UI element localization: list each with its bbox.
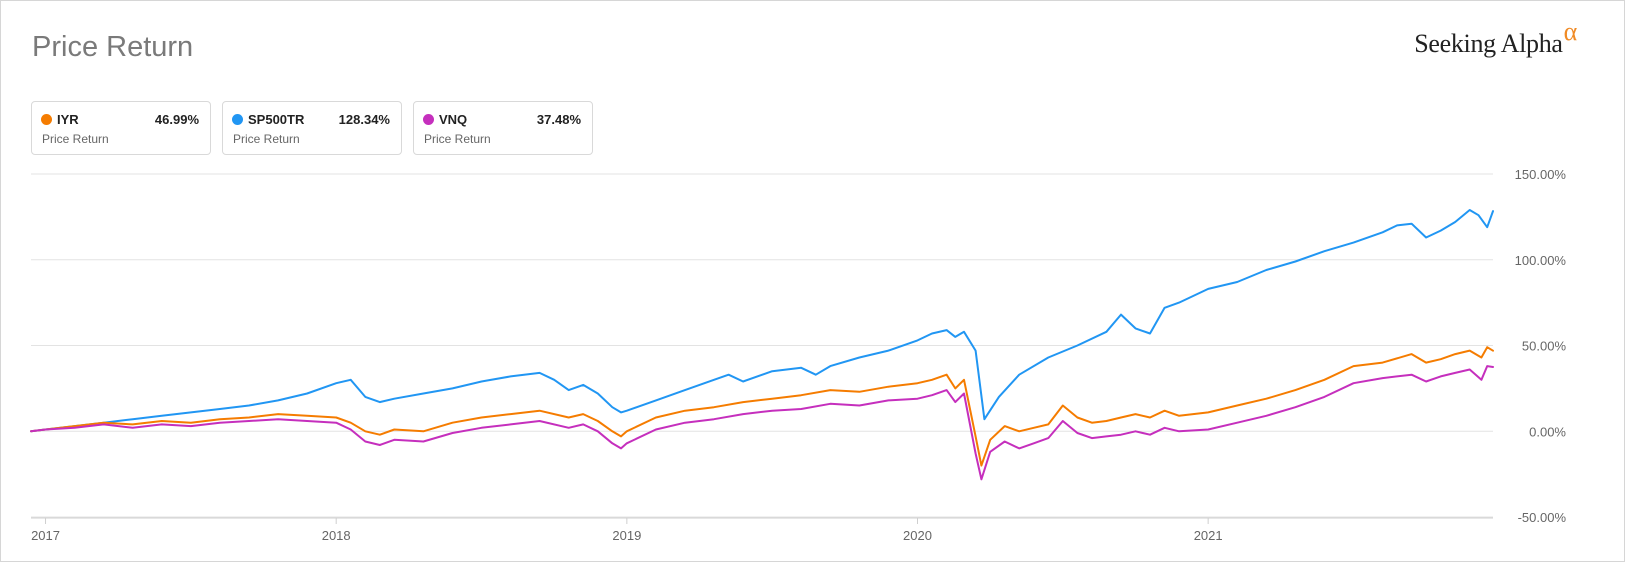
series-line-iyr bbox=[30, 346, 1494, 467]
series-line-vnq bbox=[30, 365, 1494, 481]
legend-dot-icon bbox=[423, 114, 434, 125]
y-tick-label: 100.00% bbox=[1515, 253, 1567, 268]
y-tick-label: 0.00% bbox=[1529, 424, 1566, 439]
x-tick-label: 2019 bbox=[612, 528, 641, 543]
legend-symbol: IYR bbox=[57, 112, 79, 127]
legend-value: 37.48% bbox=[536, 112, 581, 127]
page-title: Price Return bbox=[32, 31, 194, 63]
legend-symbol: SP500TR bbox=[248, 112, 305, 127]
legend-dot-icon bbox=[41, 114, 52, 125]
legend-subtitle: Price Return bbox=[42, 132, 109, 146]
legend-dot-icon bbox=[232, 114, 243, 125]
legend-item-sp500tr[interactable]: SP500TR 128.34% Price Return bbox=[222, 101, 402, 155]
legend-item-vnq[interactable]: VNQ 37.48% Price Return bbox=[413, 101, 593, 155]
legend-item-iyr[interactable]: IYR 46.99% Price Return bbox=[31, 101, 211, 155]
legend-symbol: VNQ bbox=[439, 112, 468, 127]
x-tick-label: 2018 bbox=[322, 528, 351, 543]
legend-value: 46.99% bbox=[154, 112, 199, 127]
y-tick-label: -50.00% bbox=[1518, 510, 1567, 525]
x-tick-label: 2021 bbox=[1194, 528, 1223, 543]
legend-subtitle: Price Return bbox=[233, 132, 300, 146]
legend-value: 128.34% bbox=[338, 112, 390, 127]
alpha-icon: α bbox=[1563, 17, 1578, 46]
brand-logo: Seeking Alphaα bbox=[1414, 17, 1577, 59]
brand-name: Seeking Alpha bbox=[1414, 29, 1563, 58]
series-line-sp500tr bbox=[30, 209, 1494, 433]
y-tick-label: 50.00% bbox=[1522, 339, 1567, 354]
x-tick-label: 2020 bbox=[903, 528, 932, 543]
x-tick-label: 2017 bbox=[31, 528, 60, 543]
legend-subtitle: Price Return bbox=[424, 132, 491, 146]
y-tick-label: 150.00% bbox=[1515, 167, 1567, 182]
